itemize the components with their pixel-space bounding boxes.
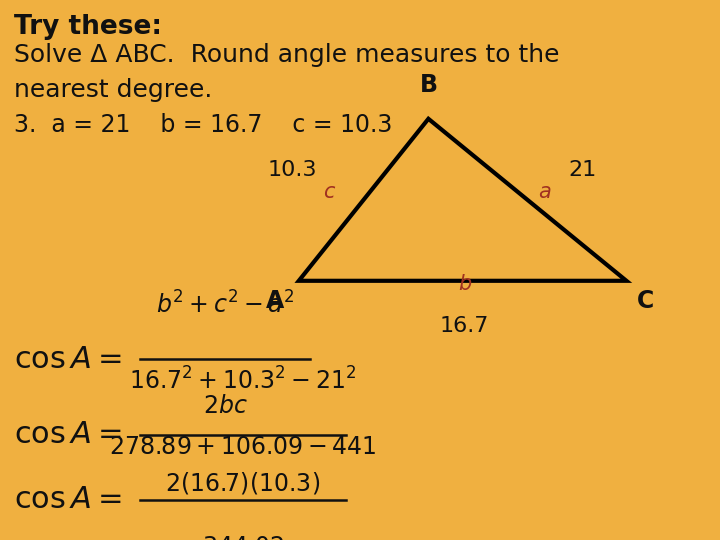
Text: $\cos A=$: $\cos A=$ xyxy=(14,485,122,514)
Text: $b^2+c^2-a^2$: $b^2+c^2-a^2$ xyxy=(156,292,294,319)
Text: $344.02$: $344.02$ xyxy=(202,535,284,540)
Text: $278.89+106.09-441$: $278.89+106.09-441$ xyxy=(109,435,377,459)
Text: $\cos A=$: $\cos A=$ xyxy=(14,420,122,449)
Text: nearest degree.: nearest degree. xyxy=(14,78,213,102)
Text: $2(16.7)(10.3)$: $2(16.7)(10.3)$ xyxy=(166,470,320,496)
Text: 21: 21 xyxy=(569,160,597,180)
Text: A: A xyxy=(266,289,284,313)
Text: c: c xyxy=(323,181,335,202)
Text: B: B xyxy=(419,73,438,97)
Text: a: a xyxy=(538,181,551,202)
Text: Try these:: Try these: xyxy=(14,14,163,39)
Text: $16.7^2+10.3^2-21^2$: $16.7^2+10.3^2-21^2$ xyxy=(130,367,356,394)
Text: b: b xyxy=(458,274,471,294)
Text: C: C xyxy=(637,289,654,313)
Text: $\cos A=$: $\cos A=$ xyxy=(14,345,122,374)
Text: 10.3: 10.3 xyxy=(267,160,317,180)
Text: 16.7: 16.7 xyxy=(440,316,489,336)
Text: $2bc$: $2bc$ xyxy=(202,394,248,418)
Text: Solve Δ ABC.  Round angle measures to the: Solve Δ ABC. Round angle measures to the xyxy=(14,43,560,67)
Text: 3.  a = 21    b = 16.7    c = 10.3: 3. a = 21 b = 16.7 c = 10.3 xyxy=(14,113,393,137)
